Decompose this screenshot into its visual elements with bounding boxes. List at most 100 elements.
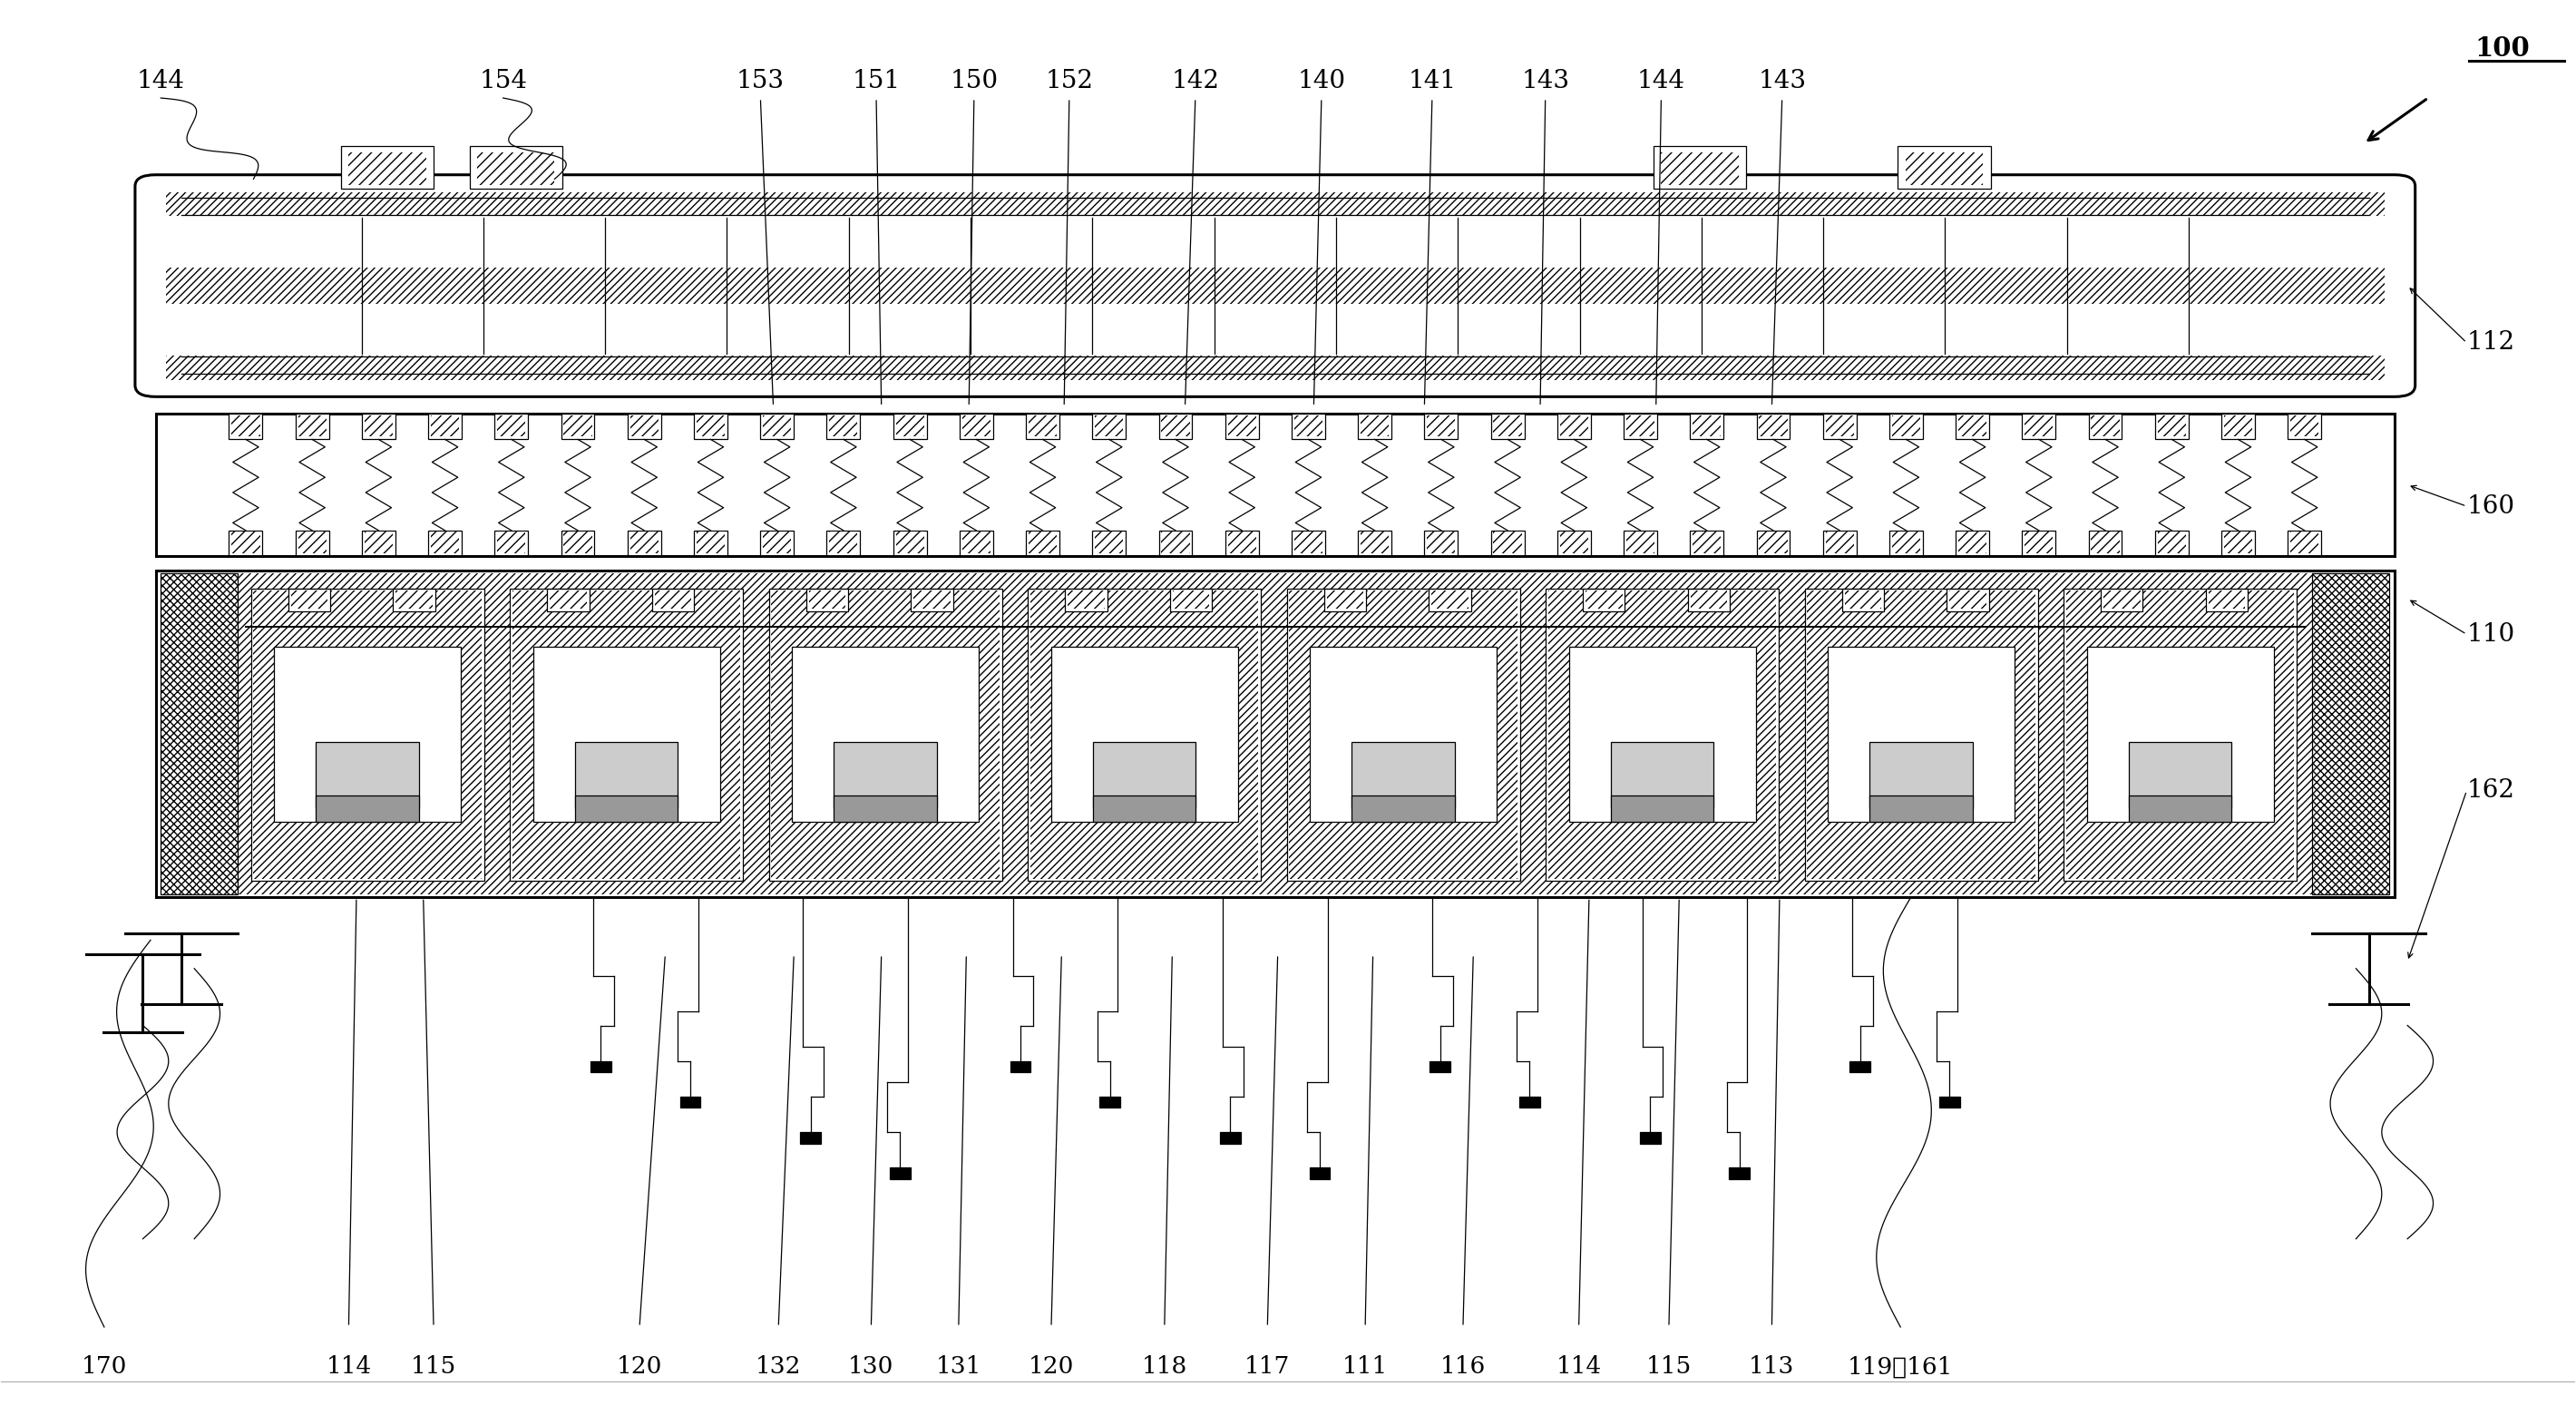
Bar — [1641, 1131, 1662, 1143]
Bar — [2290, 532, 2318, 553]
Bar — [229, 530, 263, 556]
Bar — [2156, 413, 2190, 439]
Text: 115: 115 — [410, 1355, 456, 1378]
Bar — [1546, 589, 1780, 881]
Bar — [564, 532, 592, 553]
Bar — [801, 1131, 822, 1143]
Text: 144: 144 — [1638, 70, 1685, 94]
Bar — [914, 590, 951, 608]
Bar — [680, 1097, 701, 1109]
Bar — [340, 147, 433, 190]
Bar — [1432, 590, 1468, 608]
Bar — [1958, 415, 1986, 436]
Bar — [1159, 530, 1193, 556]
Text: 115: 115 — [1646, 1355, 1692, 1378]
Bar — [1358, 413, 1391, 439]
Bar — [1159, 413, 1193, 439]
Bar — [1095, 532, 1123, 553]
Bar — [1092, 413, 1126, 439]
Bar — [497, 415, 526, 436]
Bar — [291, 590, 327, 608]
Bar — [469, 147, 562, 190]
Bar — [1172, 590, 1208, 608]
Bar — [2087, 647, 2275, 822]
Text: 112: 112 — [2468, 331, 2514, 355]
Bar — [1662, 152, 1739, 185]
Text: 160: 160 — [2468, 494, 2514, 519]
Bar — [1891, 532, 1919, 553]
Bar — [477, 152, 554, 185]
Bar — [1587, 590, 1623, 608]
Bar — [1870, 741, 1973, 808]
Bar — [912, 589, 953, 611]
Bar — [1690, 590, 1728, 608]
Text: 141: 141 — [1409, 70, 1455, 94]
Bar — [229, 413, 263, 439]
Bar — [1051, 647, 1239, 822]
Bar — [165, 192, 2385, 379]
Bar — [693, 530, 726, 556]
Bar — [2221, 413, 2254, 439]
Bar — [760, 413, 793, 439]
Bar — [495, 530, 528, 556]
Bar — [1870, 795, 1973, 822]
Bar — [631, 415, 659, 436]
Bar — [1221, 1131, 1242, 1143]
Bar — [762, 415, 791, 436]
Bar — [827, 530, 860, 556]
Bar — [1692, 415, 1721, 436]
Text: 140: 140 — [1298, 70, 1345, 94]
Bar — [397, 590, 433, 608]
Bar — [1950, 590, 1986, 608]
Bar — [894, 530, 927, 556]
Bar — [896, 532, 925, 553]
Bar — [1010, 1062, 1030, 1073]
Bar — [533, 647, 719, 822]
Text: 154: 154 — [479, 70, 528, 94]
Text: 150: 150 — [951, 70, 997, 94]
Bar — [394, 589, 435, 611]
Bar — [1826, 532, 1855, 553]
Bar — [2025, 532, 2053, 553]
Bar — [1728, 1167, 1749, 1178]
Bar — [1229, 532, 1257, 553]
Bar — [1906, 152, 1984, 185]
Bar — [546, 589, 590, 611]
Bar — [1293, 532, 1321, 553]
Bar — [1654, 147, 1747, 190]
Bar — [160, 573, 2391, 895]
Bar — [1309, 647, 1497, 822]
Bar — [1360, 532, 1388, 553]
Bar — [1842, 589, 1883, 611]
Bar — [894, 413, 927, 439]
Bar — [2022, 530, 2056, 556]
Bar — [1824, 530, 1857, 556]
Bar — [829, 532, 858, 553]
Bar — [1955, 413, 1989, 439]
Bar — [2159, 532, 2187, 553]
Bar — [1425, 413, 1458, 439]
Bar — [961, 415, 989, 436]
Text: 110: 110 — [2468, 623, 2514, 647]
Bar — [1288, 589, 1520, 881]
Bar — [806, 589, 848, 611]
Bar — [430, 415, 459, 436]
Bar — [2287, 413, 2321, 439]
Bar — [1360, 415, 1388, 436]
Bar — [495, 413, 528, 439]
Bar — [1955, 530, 1989, 556]
Bar — [317, 795, 420, 822]
Bar — [1492, 413, 1525, 439]
Bar — [762, 532, 791, 553]
Bar — [549, 590, 587, 608]
Bar — [232, 415, 260, 436]
Bar — [2313, 573, 2391, 895]
Bar — [2287, 530, 2321, 556]
Bar — [1806, 589, 2038, 881]
Bar — [155, 570, 2396, 898]
Text: 153: 153 — [737, 70, 786, 94]
Bar — [1100, 1097, 1121, 1109]
Text: 113: 113 — [1749, 1355, 1795, 1378]
Bar — [1425, 530, 1458, 556]
Bar — [497, 532, 526, 553]
